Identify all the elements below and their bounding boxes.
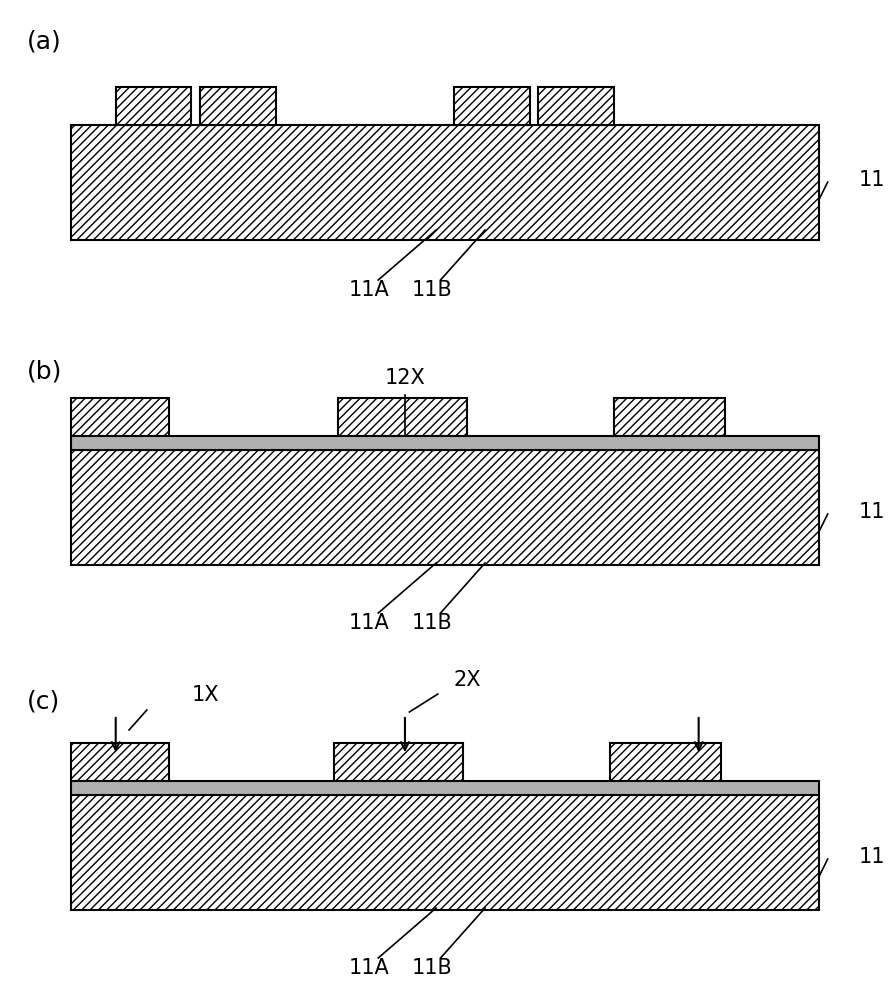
Text: 11: 11 bbox=[859, 170, 886, 190]
Bar bbox=[71, 450, 819, 565]
Bar bbox=[71, 781, 819, 795]
Bar bbox=[454, 87, 530, 125]
Bar bbox=[610, 743, 721, 781]
Bar bbox=[614, 398, 725, 436]
Text: 11: 11 bbox=[859, 502, 886, 522]
Text: 12X: 12X bbox=[384, 368, 425, 388]
Text: (b): (b) bbox=[27, 360, 62, 384]
Text: 2X: 2X bbox=[454, 670, 481, 690]
Text: 11A: 11A bbox=[349, 958, 390, 978]
Text: 11A: 11A bbox=[349, 613, 390, 633]
Bar bbox=[71, 743, 169, 781]
Bar bbox=[538, 87, 614, 125]
Text: 11B: 11B bbox=[411, 958, 452, 978]
Bar bbox=[71, 795, 819, 910]
Bar bbox=[200, 87, 276, 125]
Bar bbox=[338, 398, 467, 436]
Bar bbox=[334, 743, 463, 781]
Text: 11B: 11B bbox=[411, 613, 452, 633]
Bar bbox=[116, 87, 191, 125]
Text: (c): (c) bbox=[27, 690, 60, 714]
Bar bbox=[71, 125, 819, 240]
Text: (a): (a) bbox=[27, 30, 61, 54]
Text: 11B: 11B bbox=[411, 280, 452, 300]
Bar bbox=[71, 436, 819, 450]
Text: 1X: 1X bbox=[191, 685, 219, 705]
Text: 11A: 11A bbox=[349, 280, 390, 300]
Bar bbox=[71, 398, 169, 436]
Text: 11: 11 bbox=[859, 847, 886, 867]
